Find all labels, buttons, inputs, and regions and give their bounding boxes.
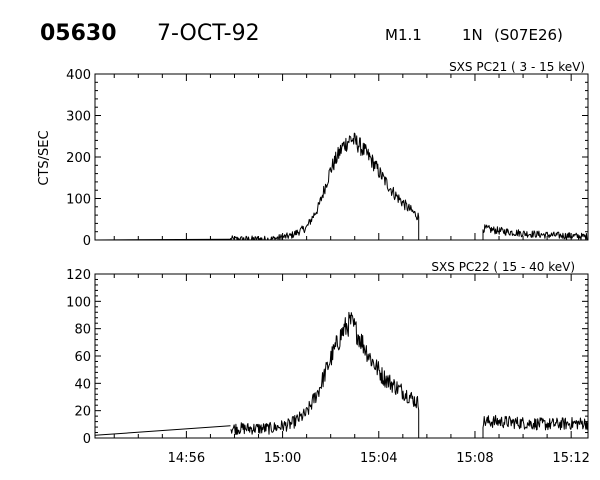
y-tick-label: 300	[66, 110, 91, 125]
y-tick-label: 60	[74, 350, 91, 365]
event-date: 7-OCT-92	[157, 21, 260, 46]
pc22-panel: SXS PC22 ( 15 - 40 keV) 0 20 40 60 80 100 120 1…	[66, 260, 590, 466]
y-tick-label: 0	[83, 234, 91, 249]
series-line	[94, 425, 231, 436]
series-line	[482, 224, 589, 241]
y-tick-label: 40	[74, 377, 91, 392]
y-tick-label: 120	[66, 268, 91, 283]
pc22-plot-frame	[94, 273, 589, 439]
y-tick-label: 100	[66, 295, 91, 310]
x-tick-label: 15:08	[456, 451, 493, 466]
x-tick-label: 14:56	[168, 451, 205, 466]
y-tick-label: 20	[74, 405, 91, 420]
flare-location: (S07E26)	[494, 26, 563, 44]
h-alpha-class: 1N	[462, 26, 483, 44]
series-line	[230, 132, 420, 241]
y-tick-label: 100	[66, 193, 91, 208]
y-tick-label: 400	[66, 68, 91, 83]
x-tick-label: 15:00	[264, 451, 301, 466]
y-axis-label: CTS/SEC	[37, 130, 52, 185]
pc21-title: SXS PC21 ( 3 - 15 keV)	[449, 60, 585, 74]
series-line	[482, 414, 589, 438]
series-line	[230, 311, 420, 438]
y-tick-label: 200	[66, 151, 91, 166]
goes-class: M1.1	[385, 26, 422, 44]
series-line	[94, 238, 231, 241]
pc21-panel: SXS PC21 ( 3 - 15 keV) CTS/SEC 0 100 200 30…	[37, 60, 589, 249]
y-tick-label: 0	[83, 432, 91, 447]
x-tick-label: 15:12	[552, 451, 589, 466]
pc22-title: SXS PC22 ( 15 - 40 keV)	[431, 260, 575, 274]
pc21-plot-frame	[94, 73, 589, 241]
x-tick-label: 15:04	[360, 451, 397, 466]
y-tick-label: 80	[74, 323, 91, 338]
event-id: 05630	[40, 21, 117, 46]
